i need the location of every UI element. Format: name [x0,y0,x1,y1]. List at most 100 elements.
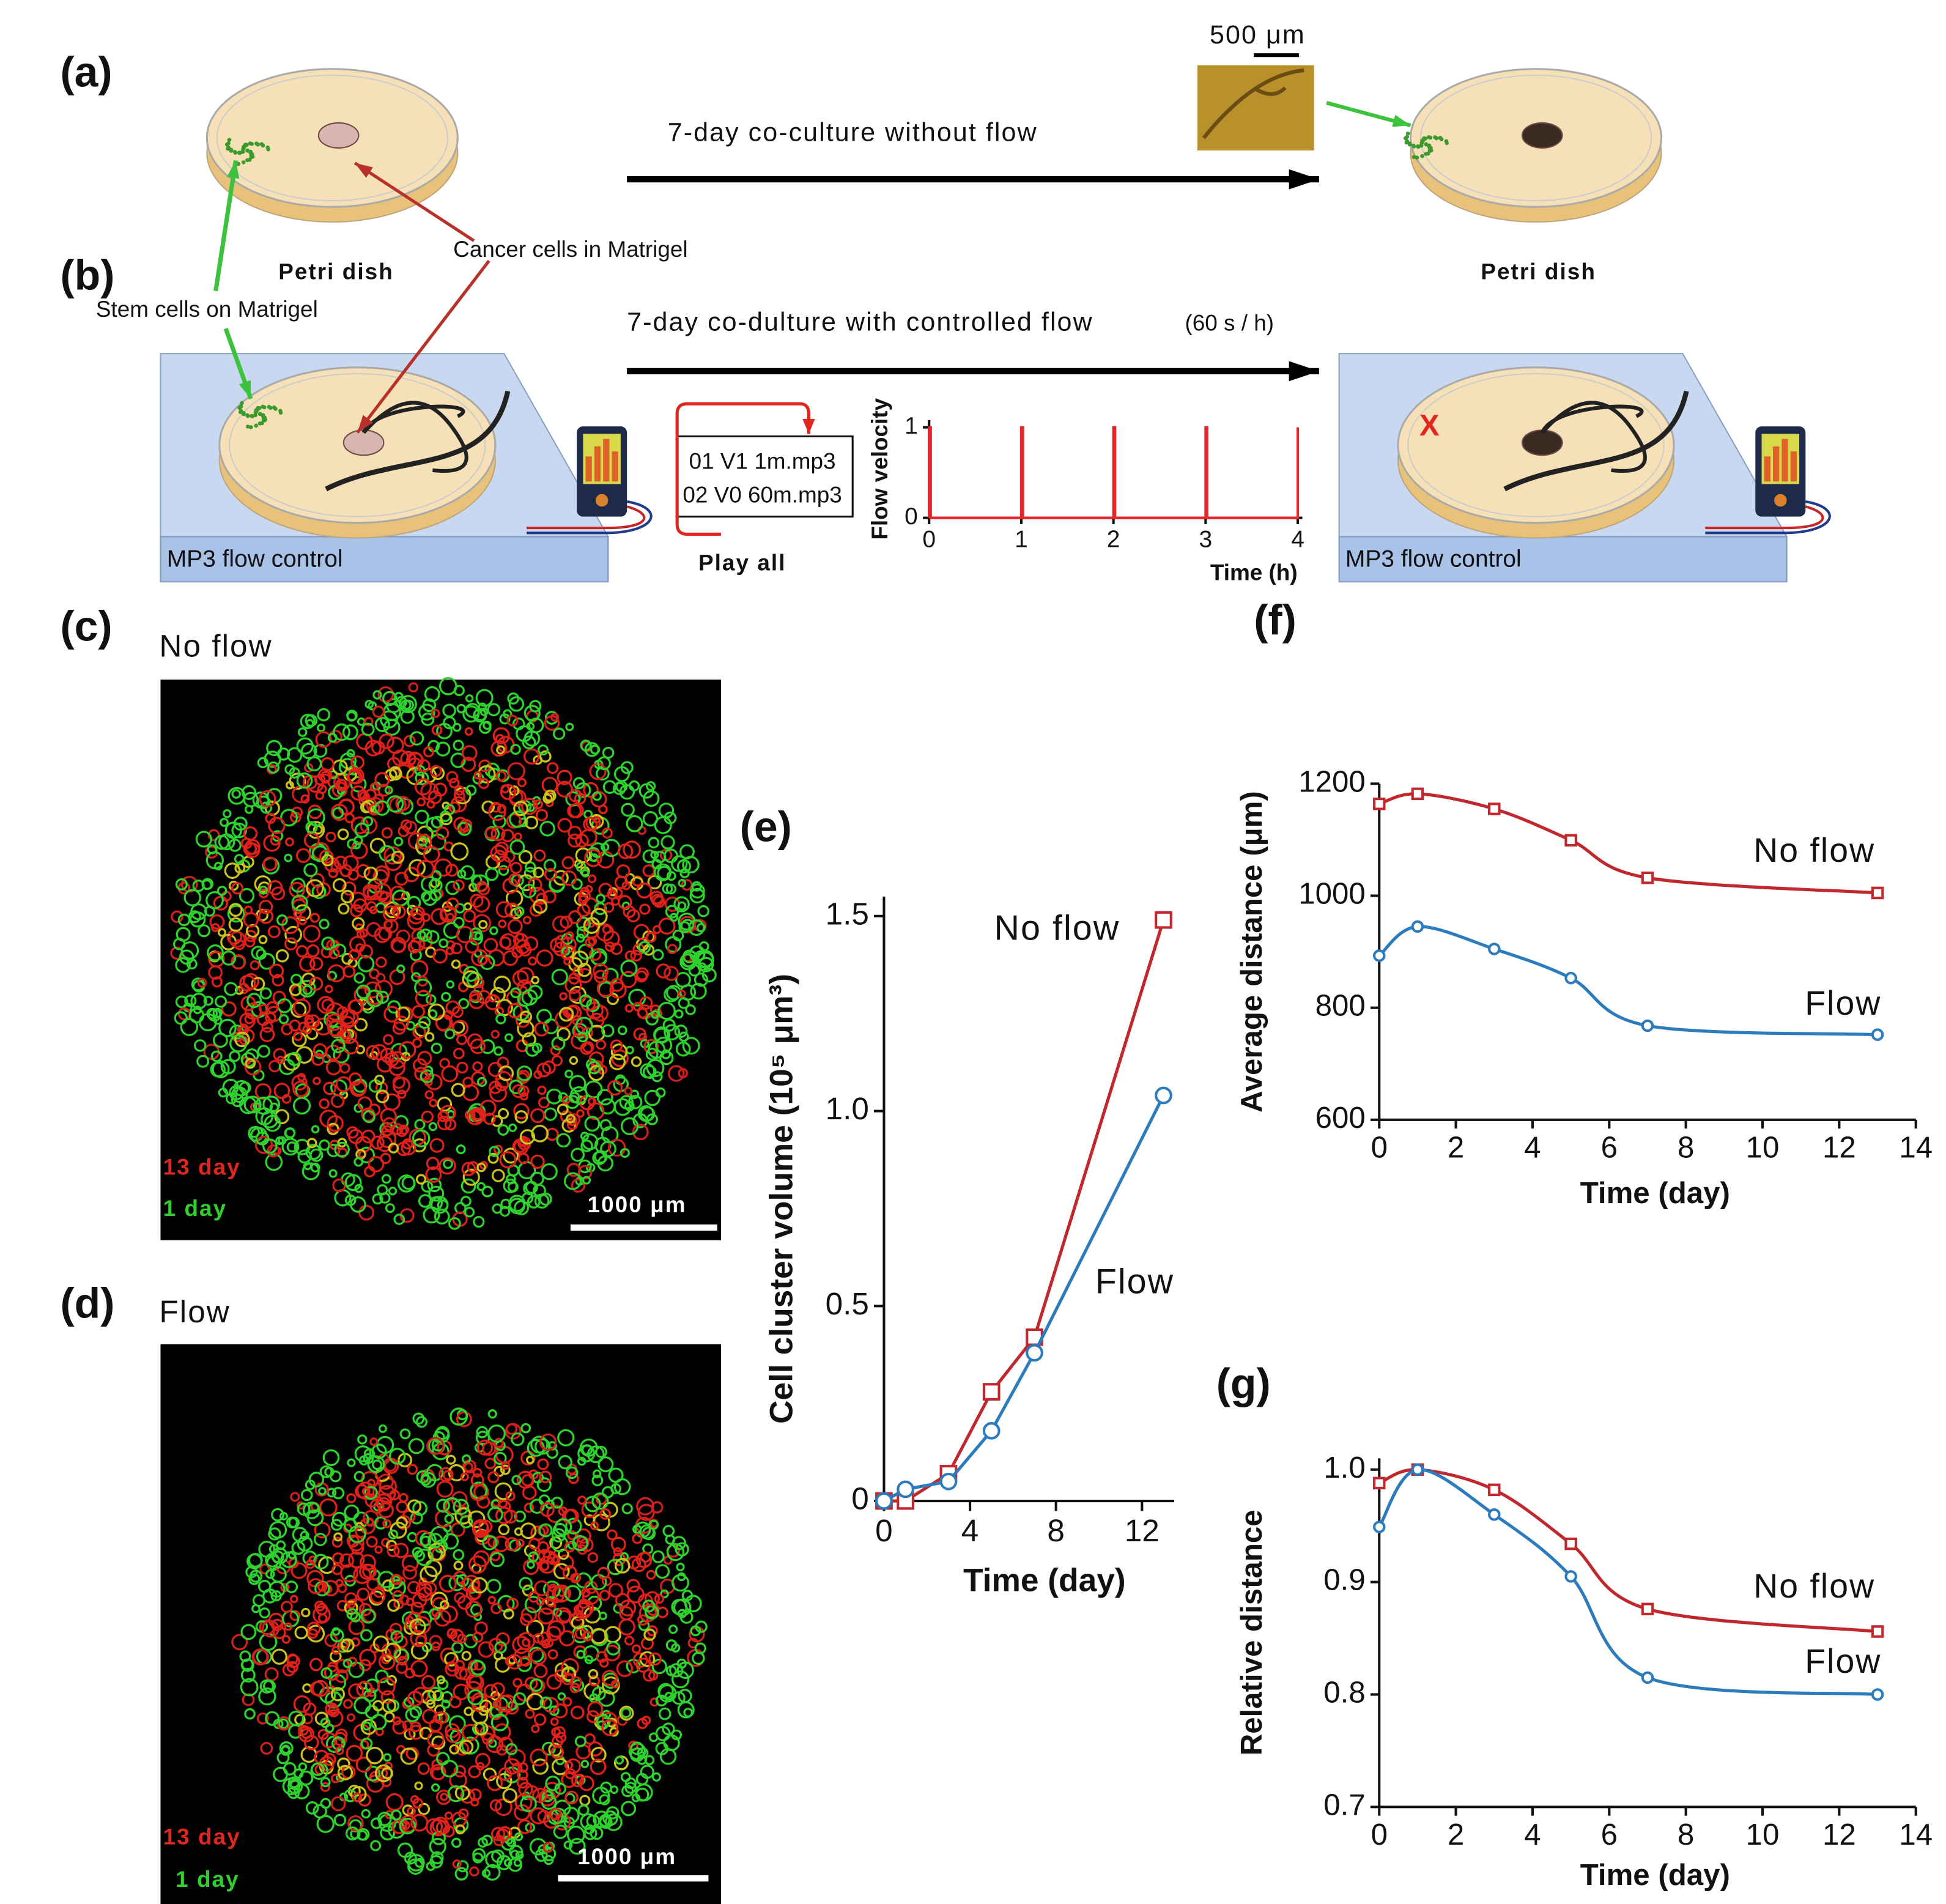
dish-inner [229,372,486,517]
cell [517,777,527,788]
cell [437,1110,450,1122]
marker [1411,920,1424,933]
cell [559,992,568,1001]
cell [626,1585,645,1604]
cell [453,879,465,892]
cell [369,782,379,791]
cell [394,1115,409,1130]
cell [506,714,519,727]
cell [588,1024,605,1042]
cell [671,1598,688,1615]
pointer [353,161,475,242]
cell [475,1752,490,1768]
cell [313,744,328,758]
cell [615,1755,624,1765]
cell [407,1691,423,1707]
cell [364,739,382,757]
cell [264,1114,281,1132]
cell [669,913,679,922]
cell [681,950,700,968]
cell [615,1558,631,1574]
cell [387,1599,400,1612]
cell [294,1626,308,1640]
cell [392,1720,407,1735]
cell [426,1437,445,1455]
cell [327,1115,344,1132]
cell [679,844,695,860]
cell [460,1472,469,1481]
cell [367,1455,385,1473]
cell [677,989,686,998]
cell [298,979,316,998]
cell [430,1591,448,1609]
cell [350,1196,366,1213]
cell [355,1484,369,1498]
cell [408,1725,424,1740]
cell [276,1056,285,1065]
cell [436,1498,450,1513]
cell [265,1569,275,1579]
cell [679,1610,694,1624]
cell [374,800,390,816]
cell [432,1689,444,1702]
cell [525,1708,535,1719]
cell [511,1432,525,1447]
cell [380,1824,396,1841]
cell [370,1135,385,1150]
cell [495,841,509,856]
cell [527,1560,535,1569]
cell [342,724,358,741]
marker [1564,971,1577,985]
legend-late: 13 day [163,1155,241,1180]
play-label: Play all [698,550,786,575]
cell [368,1155,385,1172]
cell [689,887,705,904]
cell [317,1728,329,1740]
cell [459,1739,474,1755]
cell [483,1684,498,1698]
cell [678,913,696,931]
cell [662,1722,675,1736]
cell [492,1203,503,1214]
cell [325,1013,344,1031]
cell [356,984,371,999]
cell [514,1110,528,1124]
cell [533,1664,548,1678]
cell [246,1553,263,1569]
cell [473,914,492,933]
cell [472,1467,483,1478]
cell [518,850,533,864]
cell [523,1181,538,1196]
cell [453,1683,470,1700]
stem-cell [248,425,253,429]
cell [487,1152,499,1164]
loop-arrow [675,476,721,536]
cell [597,1456,614,1473]
cell [490,1602,502,1615]
cell [467,1510,486,1528]
cell [257,1045,270,1058]
cell [325,831,336,843]
cell [396,1516,408,1528]
cell [306,1621,321,1636]
cell [276,914,288,926]
cell [372,1700,384,1712]
cell [513,1103,530,1119]
x-tick-label: 10 [1746,1131,1780,1165]
cell [531,976,540,985]
cell [269,1102,279,1113]
cell [509,839,525,855]
cell [477,1837,488,1848]
cell [286,1141,298,1153]
cell [507,762,525,780]
cell [613,887,623,898]
cell [319,1465,333,1478]
cell [637,1503,655,1521]
cell [180,941,199,960]
cell [398,1656,408,1666]
cell [523,705,541,722]
cell [494,1451,507,1465]
cell [440,1793,448,1801]
cell [580,1760,590,1768]
cell [407,1580,421,1595]
